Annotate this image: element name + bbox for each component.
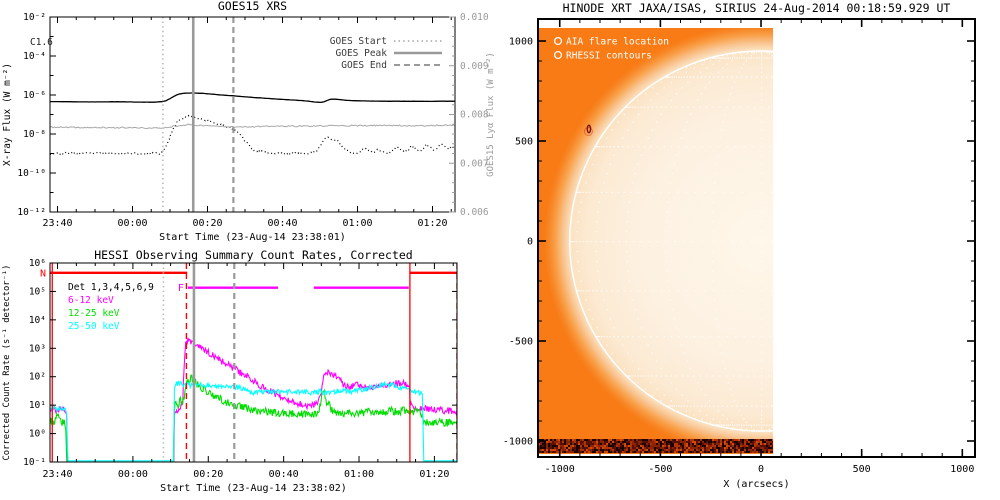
- xrt-x-axis-title: X (arcsecs): [723, 479, 789, 490]
- hessi-y-tick-label: 10¹: [29, 400, 46, 411]
- xrt-image-region: [538, 28, 774, 454]
- goes-y-tick-label: 10⁻⁸: [23, 129, 46, 140]
- hessi-6-12kev-curve: [50, 337, 457, 462]
- goes-plot-area: [50, 17, 455, 212]
- xrt-y-tick-label: 1000: [509, 37, 533, 48]
- xrt-y-tick-label: -500: [509, 337, 533, 348]
- xrt-legend-label: AIA flare location: [566, 37, 669, 48]
- noise-strip-speckle: [538, 439, 772, 453]
- xrt-title: HINODE XRT JAXA/ISAS, SIRIUS 24-Aug-2014…: [563, 1, 951, 15]
- helio-grid-dots: [569, 51, 773, 432]
- goes-long-channel-curve: [50, 92, 455, 104]
- goes-x-tick-label: 00:00: [117, 218, 147, 229]
- goes-title: GOES15 XRS: [218, 0, 287, 13]
- hessi-y-tick-label: 10⁰: [29, 429, 46, 440]
- hessi-plot-area: [50, 263, 457, 462]
- hessi-legend-label: 6-12 keV: [68, 295, 114, 306]
- goes-y-tick-label: 10⁻⁴: [23, 51, 46, 62]
- hessi-y-tick-label: 10⁵: [29, 286, 46, 297]
- goes-background: [0, 0, 500, 250]
- hessi-x-tick-label: 01:00: [344, 469, 374, 480]
- hinode-xrt-solar-image: -1000 -500 0 500 1000 1000 500 0 -500 -1000 HINODE…: [500, 0, 1000, 500]
- xrt-x-tick-label: -1000: [545, 464, 575, 475]
- hessi-background: [0, 250, 500, 500]
- xrt-y-tick-label: -1000: [503, 437, 533, 448]
- noise-strip-speckle: [538, 439, 774, 453]
- noise-strip-speckle: [538, 439, 774, 453]
- goes-legend-label: GOES Start: [330, 36, 387, 47]
- hessi-frame: [49, 262, 458, 463]
- lya-tick-label: 0.008: [460, 110, 489, 121]
- hessi-legend-label: 12-25 keV: [68, 308, 120, 319]
- aia-flare-location-legend-icon: [553, 36, 563, 46]
- goes-y-axis-title: X-ray Flux (W m⁻²): [2, 63, 13, 166]
- goes-right-axis-title: GOES15 Lyα Flux (W m⁻²): [486, 52, 496, 177]
- hessi-y-axis-title: Corrected Count Rate (s⁻¹ detector⁻¹): [2, 265, 12, 461]
- goes-x-axis-title: Start Time (23-Aug-14 23:38:01): [159, 232, 346, 243]
- xrt-y-tick-label: 0: [527, 237, 533, 248]
- hessi-y-tick-label: 10³: [29, 343, 46, 354]
- xrt-frame: [537, 18, 976, 458]
- lya-tick-label: 0.006: [460, 207, 489, 218]
- hessi-y-tick-label: 10⁶: [29, 258, 46, 269]
- xrt-legend-label: RHESSI contours: [566, 51, 652, 62]
- goes-x-tick-label: 00:20: [192, 218, 222, 229]
- rhessi-contour-marker: [586, 124, 592, 134]
- goes-x-tick-label: 01:00: [342, 218, 372, 229]
- flare-flag-line-label: F: [178, 283, 184, 294]
- goes-class-annotation: C1.6: [30, 37, 53, 48]
- lya-tick-label: 0.010: [460, 12, 489, 23]
- hessi-count-rate-chart: N F 23:40 00:00 00:20 00:40 01:00 01:20 10⁶ 10⁵ 10…: [0, 250, 500, 500]
- aia-flare-location-marker: [583, 127, 593, 136]
- xrt-x-tick-label: 500: [853, 464, 871, 475]
- goes-x-tick-label: 23:40: [42, 218, 72, 229]
- xrt-x-tick-label: -500: [648, 464, 672, 475]
- hessi-x-tick-label: 00:20: [193, 469, 223, 480]
- goes-legend-label: GOES End: [341, 60, 387, 71]
- xrt-y-tick-label: 500: [515, 137, 533, 148]
- rhessi-contours-legend-icon: [553, 50, 563, 60]
- hessi-x-tick-label: 23:40: [42, 469, 72, 480]
- goes-xrs-chart: 23:40 00:00 00:20 00:40 01:00 01:20 10⁻² 10⁻⁴ 10…: [0, 0, 500, 250]
- hessi-y-tick-label: 10²: [29, 372, 46, 383]
- hessi-legend-label: Det 1,3,4,5,6,9: [68, 282, 154, 293]
- hessi-x-tick-label: 00:40: [269, 469, 299, 480]
- goes-lya-curve: [50, 123, 455, 130]
- hessi-x-tick-label: 01:20: [419, 469, 449, 480]
- hessi-y-tick-label: 10⁴: [29, 315, 46, 326]
- hessi-x-tick-label: 00:00: [118, 469, 148, 480]
- hessi-legend-label: 25-50 keV: [68, 321, 120, 332]
- goes-y-tick-label: 10⁻¹²: [17, 207, 46, 218]
- goes-y-tick-label: 10⁻⁶: [23, 90, 46, 101]
- goes-y-tick-label: 10⁻²: [23, 12, 46, 23]
- goes-legend-label: GOES Peak: [336, 48, 388, 59]
- goes-x-tick-label: 00:40: [267, 218, 297, 229]
- lya-tick-label: 0.007: [460, 158, 489, 169]
- noise-strip-speckle: [538, 439, 774, 453]
- solar-limb-circle: [569, 50, 774, 432]
- goes-x-tick-label: 01:20: [417, 218, 447, 229]
- lya-tick-label: 0.009: [460, 61, 489, 72]
- hessi-x-axis-title: Start Time (23-Aug-14 23:38:02): [160, 483, 347, 494]
- night-flag-line-label: N: [40, 268, 46, 279]
- goes-y-tick-label: 10⁻¹⁰: [17, 168, 46, 179]
- xrt-x-tick-label: 0: [758, 464, 764, 475]
- xrt-x-tick-label: 1000: [950, 464, 974, 475]
- hessi-y-tick-label: 10⁻¹: [23, 457, 46, 468]
- hessi-title: HESSI Observing Summary Count Rates, Cor…: [94, 250, 413, 262]
- hessi-12-25kev-curve: [50, 374, 457, 462]
- hessi-25-50kev-curve: [50, 380, 457, 462]
